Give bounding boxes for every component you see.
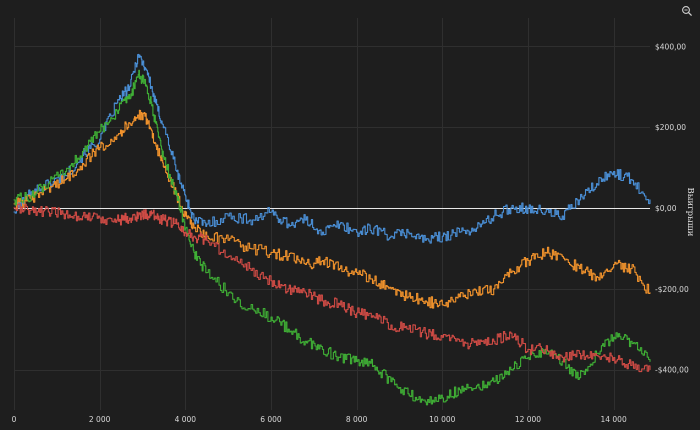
series-lines xyxy=(13,53,651,406)
y-axis-ticks: $400,00 $200,00 $0,00 -$200,00 -$400,00 xyxy=(655,42,689,374)
y-tick-label: -$400,00 xyxy=(655,366,689,375)
x-tick-label: 2 000 xyxy=(89,415,111,424)
series-line-4 xyxy=(13,203,651,373)
x-tick-label: 8 000 xyxy=(346,415,368,424)
x-tick-label: 4 000 xyxy=(175,415,197,424)
y-tick-label: -$200,00 xyxy=(655,285,689,294)
y-tick-label: $400,00 xyxy=(655,42,686,51)
y-tick-label: $0,00 xyxy=(655,204,677,213)
x-tick-label: 12 000 xyxy=(515,415,541,424)
x-tick-label: 6 000 xyxy=(260,415,282,424)
x-tick-label: 10 000 xyxy=(429,415,455,424)
y-tick-label: $200,00 xyxy=(655,123,686,132)
series-line-1 xyxy=(13,53,651,244)
magnifier-zoom-icon xyxy=(682,6,692,16)
x-tick-label: 0 xyxy=(12,415,17,424)
zoom-button[interactable] xyxy=(682,6,692,16)
x-tick-label: 14 000 xyxy=(600,415,626,424)
series-line-3 xyxy=(13,69,651,406)
x-axis-ticks: 0 2 000 4 000 6 000 8 000 10 000 12 000 14 000 xyxy=(12,415,627,424)
series-line-2 xyxy=(13,109,651,309)
y-axis-title: Выигрыши xyxy=(685,188,695,237)
